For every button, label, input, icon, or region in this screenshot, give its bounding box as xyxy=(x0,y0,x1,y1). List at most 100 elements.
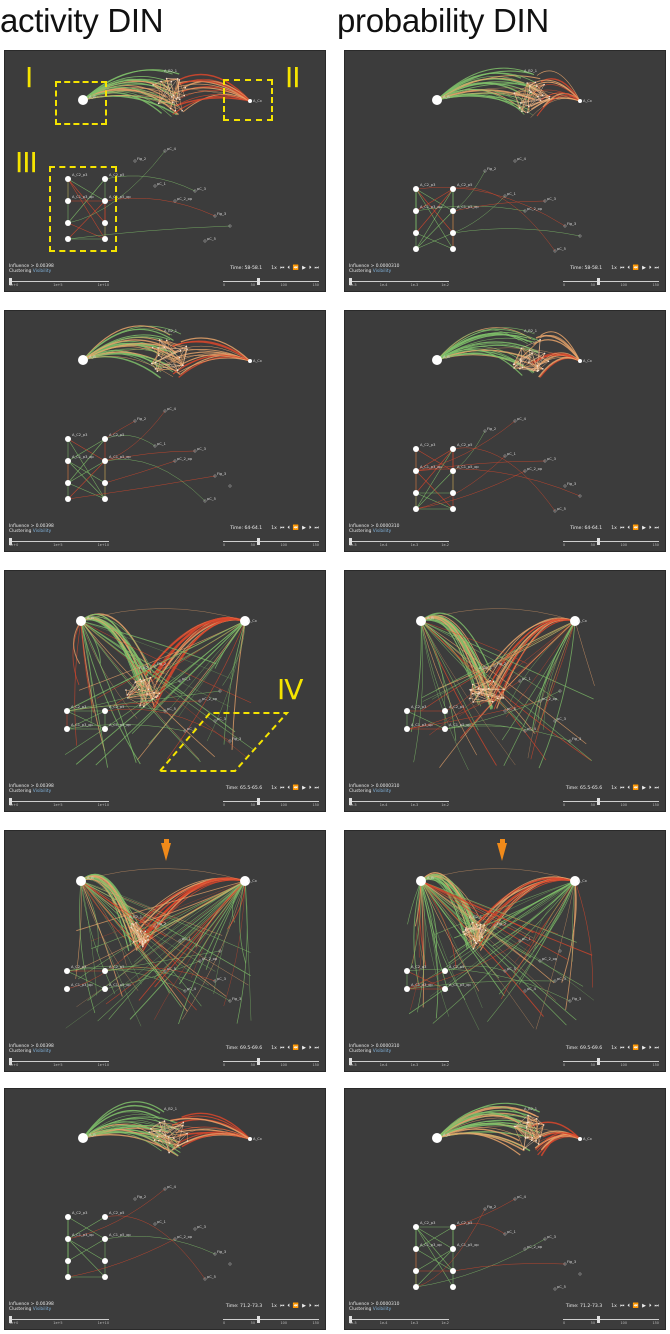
influence-slider[interactable]: 1e-5 1e-4 1e-3 1e-2 xyxy=(349,1058,449,1068)
step-back-icon[interactable]: ⏴ xyxy=(627,525,630,531)
time-slider[interactable]: 0 50 100 150 xyxy=(223,798,319,808)
step-forward-icon[interactable]: ⏵ xyxy=(308,265,312,271)
rewind-icon[interactable]: ⏪ xyxy=(632,265,640,271)
visibility-toggle[interactable]: Visibility xyxy=(32,529,52,535)
clustering-toggle[interactable]: Clustering xyxy=(349,269,373,275)
rewind-icon[interactable]: ⏪ xyxy=(292,265,300,271)
clustering-toggle[interactable]: Clustering xyxy=(349,1049,373,1055)
skip-back-icon[interactable]: ⏮ xyxy=(619,1045,625,1051)
speed-button[interactable]: 1x xyxy=(271,785,277,791)
network-canvas[interactable]: A_BA_B2_1A_CxA_C2_p3 A_C2_p5A_C1_p3_op A_C… xyxy=(5,51,325,263)
play-icon[interactable]: ▶ xyxy=(642,1045,646,1051)
skip-back-icon[interactable]: ⏮ xyxy=(279,525,285,531)
speed-button[interactable]: 1x xyxy=(271,525,277,531)
step-back-icon[interactable]: ⏴ xyxy=(287,1045,290,1051)
clustering-toggle[interactable]: Clustering xyxy=(349,789,373,795)
step-forward-icon[interactable]: ⏵ xyxy=(308,1045,312,1051)
network-canvas[interactable]: A_BA_B2_1A_CxA_C2_p3 A_C2_p5A_C1_p3_op A_C… xyxy=(5,831,325,1043)
speed-button[interactable]: 1x xyxy=(611,525,617,531)
speed-button[interactable]: 1x xyxy=(271,265,277,271)
time-slider[interactable]: 0 50 100 150 xyxy=(223,1058,319,1068)
slider-knob[interactable] xyxy=(9,798,12,805)
skip-back-icon[interactable]: ⏮ xyxy=(279,1045,285,1051)
skip-forward-icon[interactable]: ⏭ xyxy=(654,525,659,531)
clustering-toggle[interactable]: Clustering xyxy=(9,1049,33,1055)
influence-slider[interactable]: 1e+0 1e+5 1e+10 xyxy=(9,1058,109,1068)
network-canvas[interactable]: A_BA_B2_1A_CxA_C2_p3 A_C2_p5A_C1_p3_op A_C… xyxy=(345,311,665,523)
visibility-toggle[interactable]: Visibility xyxy=(372,269,392,275)
slider-knob[interactable] xyxy=(257,278,260,285)
clustering-toggle[interactable]: Clustering xyxy=(349,529,373,535)
visibility-toggle[interactable]: Visibility xyxy=(372,1049,392,1055)
time-slider[interactable]: 0 50 100 150 xyxy=(563,798,659,808)
skip-forward-icon[interactable]: ⏭ xyxy=(314,265,319,271)
time-slider[interactable]: 0 50 100 150 xyxy=(223,278,319,288)
play-icon[interactable]: ▶ xyxy=(302,785,306,791)
slider-knob[interactable] xyxy=(257,538,260,545)
clustering-toggle[interactable]: Clustering xyxy=(349,1307,373,1313)
slider-knob[interactable] xyxy=(349,1058,352,1065)
skip-forward-icon[interactable]: ⏭ xyxy=(314,525,319,531)
speed-button[interactable]: 1x xyxy=(271,1045,277,1051)
slider-knob[interactable] xyxy=(257,1058,260,1065)
step-back-icon[interactable]: ⏴ xyxy=(287,785,290,791)
skip-back-icon[interactable]: ⏮ xyxy=(279,785,285,791)
step-back-icon[interactable]: ⏴ xyxy=(627,1303,630,1309)
speed-button[interactable]: 1x xyxy=(611,785,617,791)
rewind-icon[interactable]: ⏪ xyxy=(292,525,300,531)
play-icon[interactable]: ▶ xyxy=(302,1303,306,1309)
step-forward-icon[interactable]: ⏵ xyxy=(648,525,652,531)
visibility-toggle[interactable]: Visibility xyxy=(372,789,392,795)
slider-knob[interactable] xyxy=(597,278,600,285)
influence-slider[interactable]: 1e+0 1e+5 1e+10 xyxy=(9,278,109,288)
time-slider[interactable]: 0 50 100 150 xyxy=(563,1316,659,1326)
time-slider[interactable]: 0 50 100 150 xyxy=(223,1316,319,1326)
slider-knob[interactable] xyxy=(349,1316,352,1323)
skip-back-icon[interactable]: ⏮ xyxy=(619,1303,625,1309)
slider-knob[interactable] xyxy=(597,798,600,805)
visibility-toggle[interactable]: Visibility xyxy=(372,529,392,535)
rewind-icon[interactable]: ⏪ xyxy=(632,1045,640,1051)
clustering-toggle[interactable]: Clustering xyxy=(9,1307,33,1313)
skip-forward-icon[interactable]: ⏭ xyxy=(654,1045,659,1051)
slider-knob[interactable] xyxy=(597,538,600,545)
speed-button[interactable]: 1x xyxy=(611,1303,617,1309)
slider-knob[interactable] xyxy=(349,798,352,805)
influence-slider[interactable]: 1e+0 1e+5 1e+10 xyxy=(9,538,109,548)
network-canvas[interactable]: A_BA_B2_1A_CxA_C2_p3 A_C2_p5A_C1_p3_op A_C… xyxy=(5,311,325,523)
skip-back-icon[interactable]: ⏮ xyxy=(619,785,625,791)
step-back-icon[interactable]: ⏴ xyxy=(287,1303,290,1309)
step-forward-icon[interactable]: ⏵ xyxy=(648,1303,652,1309)
step-back-icon[interactable]: ⏴ xyxy=(287,525,290,531)
slider-knob[interactable] xyxy=(597,1316,600,1323)
network-canvas[interactable]: A_BA_B2_1A_CxA_C2_p3 A_C2_p5A_C1_p3_op A_C… xyxy=(345,1089,665,1301)
network-canvas[interactable]: A_BA_B2_1A_CxA_C2_p3 A_C2_p5A_C1_p3_op A_C… xyxy=(345,831,665,1043)
visibility-toggle[interactable]: Visibility xyxy=(32,269,52,275)
slider-knob[interactable] xyxy=(597,1058,600,1065)
influence-slider[interactable]: 1e-5 1e-4 1e-3 1e-2 xyxy=(349,278,449,288)
play-icon[interactable]: ▶ xyxy=(642,1303,646,1309)
step-forward-icon[interactable]: ⏵ xyxy=(648,785,652,791)
network-canvas[interactable]: A_BA_B2_1A_CxA_C2_p3 A_C2_p5A_C1_p3_op A_C… xyxy=(5,1089,325,1301)
influence-slider[interactable]: 1e-5 1e-4 1e-3 1e-2 xyxy=(349,798,449,808)
play-icon[interactable]: ▶ xyxy=(302,265,306,271)
influence-slider[interactable]: 1e-5 1e-4 1e-3 1e-2 xyxy=(349,1316,449,1326)
clustering-toggle[interactable]: Clustering xyxy=(9,789,33,795)
slider-knob[interactable] xyxy=(9,1316,12,1323)
visibility-toggle[interactable]: Visibility xyxy=(372,1307,392,1313)
step-back-icon[interactable]: ⏴ xyxy=(627,785,630,791)
slider-knob[interactable] xyxy=(257,1316,260,1323)
rewind-icon[interactable]: ⏪ xyxy=(632,525,640,531)
speed-button[interactable]: 1x xyxy=(611,1045,617,1051)
visibility-toggle[interactable]: Visibility xyxy=(32,1307,52,1313)
speed-button[interactable]: 1x xyxy=(271,1303,277,1309)
clustering-toggle[interactable]: Clustering xyxy=(9,529,33,535)
speed-button[interactable]: 1x xyxy=(611,265,617,271)
time-slider[interactable]: 0 50 100 150 xyxy=(563,538,659,548)
skip-back-icon[interactable]: ⏮ xyxy=(619,265,625,271)
time-slider[interactable]: 0 50 100 150 xyxy=(563,278,659,288)
play-icon[interactable]: ▶ xyxy=(642,525,646,531)
visibility-toggle[interactable]: Visibility xyxy=(32,789,52,795)
slider-knob[interactable] xyxy=(9,1058,12,1065)
rewind-icon[interactable]: ⏪ xyxy=(292,1303,300,1309)
